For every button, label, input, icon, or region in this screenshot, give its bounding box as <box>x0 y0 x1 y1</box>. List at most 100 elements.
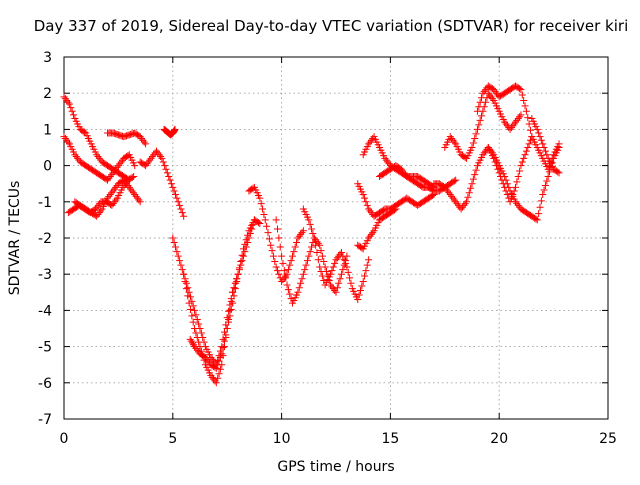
y-tick-label: -1 <box>38 195 52 211</box>
data-point <box>516 113 524 121</box>
data-point <box>310 234 318 242</box>
data-point <box>178 209 186 217</box>
data-point <box>257 200 265 208</box>
data-point <box>132 192 140 200</box>
data-point <box>212 364 220 372</box>
data-point <box>295 284 303 292</box>
data-point <box>181 277 189 285</box>
data-point <box>305 216 313 224</box>
data-point <box>280 267 288 275</box>
data-point <box>469 139 477 147</box>
data-point <box>208 373 216 381</box>
data-point <box>120 176 128 184</box>
data-point <box>301 266 309 274</box>
data-point <box>130 172 138 180</box>
x-tick-label: 0 <box>60 431 69 447</box>
data-point <box>316 263 324 271</box>
data-point <box>362 198 370 206</box>
data-point <box>136 133 144 141</box>
data-point <box>152 147 160 155</box>
data-point <box>332 256 340 264</box>
data-point <box>216 365 224 373</box>
data-point <box>174 252 182 260</box>
data-point <box>525 140 533 148</box>
data-point <box>512 183 520 191</box>
data-point <box>448 192 456 200</box>
data-point <box>521 102 529 110</box>
data-point <box>284 286 292 294</box>
data-point <box>112 165 120 173</box>
data-point <box>166 176 174 184</box>
data-point <box>475 121 483 129</box>
data-point <box>192 329 200 337</box>
data-point <box>123 180 131 188</box>
data-point <box>490 154 498 162</box>
y-tick-label: 2 <box>43 86 52 102</box>
data-point <box>142 162 150 170</box>
data-point <box>80 128 88 136</box>
data-point <box>490 86 498 94</box>
data-point <box>333 254 341 262</box>
data-point <box>452 198 460 206</box>
data-point <box>163 169 171 177</box>
data-point <box>274 267 282 275</box>
data-point <box>94 210 102 218</box>
data-point <box>212 379 220 387</box>
data-point <box>176 201 184 209</box>
data-point <box>491 87 499 95</box>
data-point <box>155 151 163 159</box>
data-point <box>535 210 543 218</box>
x-tick-label: 5 <box>168 431 177 447</box>
chart-title: Day 337 of 2019, Sidereal Day-to-day VTE… <box>34 17 629 35</box>
data-point <box>263 222 271 230</box>
data-point <box>400 169 408 177</box>
data-point <box>177 261 185 269</box>
data-point <box>272 216 280 224</box>
data-point <box>317 267 325 275</box>
data-point <box>227 297 235 305</box>
data-point <box>533 216 541 224</box>
data-point <box>167 180 175 188</box>
data-point <box>460 201 468 209</box>
data-point <box>522 107 530 115</box>
data-point <box>526 126 534 134</box>
data-point <box>461 200 469 208</box>
data-point <box>539 140 547 148</box>
data-point <box>237 258 245 266</box>
data-point <box>365 256 373 264</box>
data-point <box>472 166 480 174</box>
data-point <box>308 225 316 233</box>
data-point <box>233 277 241 285</box>
data-point <box>535 129 543 137</box>
data-point <box>464 193 472 201</box>
data-point <box>309 229 317 237</box>
data-point <box>60 93 68 101</box>
data-point <box>193 315 201 323</box>
data-point <box>502 120 510 128</box>
data-point <box>174 198 182 206</box>
data-point <box>302 261 310 269</box>
data-point <box>554 168 562 176</box>
data-point <box>144 158 152 166</box>
data-point <box>173 248 181 256</box>
data-point <box>274 225 282 233</box>
data-point <box>238 251 246 259</box>
data-point <box>240 252 248 260</box>
data-point <box>541 147 549 155</box>
data-point <box>384 158 392 166</box>
data-point <box>510 120 518 128</box>
data-point <box>480 149 488 157</box>
data-point <box>265 235 273 243</box>
data-point <box>521 151 529 159</box>
data-point <box>328 267 336 275</box>
data-point <box>501 183 509 191</box>
y-axis-label: SDTVAR / TECUs <box>7 181 23 296</box>
data-point <box>231 285 239 293</box>
data-point <box>488 95 496 103</box>
data-point <box>514 172 522 180</box>
data-point <box>486 91 494 99</box>
y-tick-label: -5 <box>38 340 52 356</box>
data-point <box>339 266 347 274</box>
data-point <box>367 209 375 217</box>
